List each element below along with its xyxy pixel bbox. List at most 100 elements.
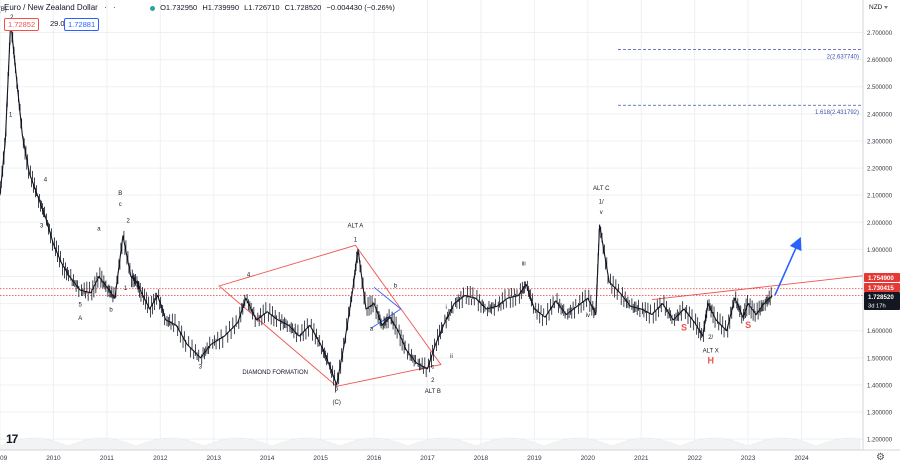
x-tick-label: 2024 bbox=[794, 455, 809, 462]
price-tag bbox=[864, 273, 900, 282]
wave-label: ALT B bbox=[425, 389, 441, 395]
wave-label: 2 bbox=[431, 378, 435, 384]
open-value: O1.732950 bbox=[160, 3, 198, 12]
price-axis-panel bbox=[863, 0, 900, 465]
wave-label: 3 bbox=[40, 224, 44, 230]
low-value: L1.726710 bbox=[244, 3, 280, 12]
wave-label: ALT A bbox=[348, 224, 364, 230]
currency-dropdown[interactable]: NZD bbox=[869, 4, 888, 11]
x-tick-label: 2015 bbox=[313, 455, 328, 462]
wave-label: 3 bbox=[199, 365, 203, 371]
wave-label: DIAMOND FORMATION bbox=[242, 370, 308, 376]
sell-button[interactable]: 1.72852 bbox=[4, 18, 40, 31]
close-value: C1.728520 bbox=[284, 3, 322, 12]
price-tag-label: 1.754900 bbox=[868, 275, 894, 282]
price-tag-label: 1.730415 bbox=[868, 285, 894, 292]
wave-label: a bbox=[370, 327, 374, 333]
wave-label: 2 bbox=[127, 218, 131, 224]
x-tick-label: 2019 bbox=[527, 455, 542, 462]
wave-label: (B) bbox=[0, 7, 7, 13]
wave-label: a bbox=[97, 226, 101, 232]
wave-label: c bbox=[119, 202, 122, 208]
diamond-formation bbox=[218, 244, 442, 387]
x-tick-label: 2017 bbox=[420, 455, 435, 462]
price-tag bbox=[864, 292, 900, 310]
countdown-label: 3d 17h bbox=[868, 304, 886, 310]
y-tick-label: 1.600000 bbox=[867, 329, 893, 335]
drawing-shapes: 2(2.637740) 1.618(2.431792) bbox=[0, 49, 864, 387]
x-tick-label: 2016 bbox=[367, 455, 382, 462]
y-tick-label: 1.200000 bbox=[867, 438, 893, 444]
forecast-arrow bbox=[774, 236, 802, 296]
wave-label: 1 bbox=[124, 286, 128, 292]
x-tick-label: 2021 bbox=[634, 455, 649, 462]
separator-dot: · bbox=[104, 3, 107, 12]
fib-level-label: 1.618(2.431792) bbox=[815, 110, 859, 116]
price-tag bbox=[864, 283, 900, 292]
wave-label: b bbox=[394, 283, 398, 289]
price-tag-label: 1.728520 bbox=[868, 294, 894, 301]
x-tick-label: 2013 bbox=[207, 455, 222, 462]
gear-icon[interactable]: ⚙ bbox=[876, 452, 885, 463]
symbol-title[interactable]: Euro / New Zealand Dollar · · bbox=[4, 3, 120, 12]
wave-label: (C) bbox=[333, 400, 341, 406]
y-tick-label: 1.400000 bbox=[867, 383, 893, 389]
wave-label: ii bbox=[450, 354, 453, 360]
wave-label: 1/ bbox=[599, 199, 604, 205]
wave-label: i bbox=[446, 305, 447, 311]
wave-label: A bbox=[78, 316, 82, 322]
wave-label: 4 bbox=[247, 273, 251, 279]
x-tick-label: 2011 bbox=[100, 455, 114, 462]
y-tick-label: 1.300000 bbox=[867, 411, 893, 417]
x-tick-label: 2020 bbox=[581, 455, 596, 462]
wave-label: iv bbox=[586, 313, 590, 319]
y-tick-label: 2.000000 bbox=[867, 221, 893, 227]
x-tick-label: 2009 bbox=[0, 455, 8, 462]
wave-label: b bbox=[109, 308, 113, 314]
wave-label: c bbox=[431, 365, 434, 371]
wave-label: 1 bbox=[9, 113, 13, 119]
high-value: H1.739990 bbox=[202, 3, 240, 12]
market-status-icon bbox=[150, 5, 155, 11]
ohlc-legend: O1.732950 H1.739990 L1.726710 C1.728520 … bbox=[150, 3, 398, 12]
wave-label: 1 bbox=[354, 237, 358, 243]
separator-dot: · bbox=[112, 3, 116, 12]
wave-label: iii bbox=[522, 262, 526, 268]
spread-value: 29.0 bbox=[50, 19, 65, 28]
wave-label: 2/ bbox=[708, 335, 713, 341]
x-tick-label: 2012 bbox=[153, 455, 168, 462]
wave-label: ALT C bbox=[593, 186, 610, 192]
x-tick-label: 2010 bbox=[46, 455, 61, 462]
y-tick-label: 2.100000 bbox=[867, 194, 893, 200]
wave-label: 4 bbox=[44, 178, 48, 184]
x-tick-label: 2023 bbox=[741, 455, 756, 462]
wave-label: S bbox=[681, 323, 687, 333]
y-tick-label: 2.500000 bbox=[867, 85, 893, 91]
wave-label: S bbox=[745, 320, 751, 330]
y-tick-label: 2.300000 bbox=[867, 139, 893, 145]
buy-button[interactable]: 1.72881 bbox=[64, 18, 100, 31]
y-tick-label: 2.600000 bbox=[867, 58, 893, 64]
symbol-name: Euro / New Zealand Dollar bbox=[4, 3, 98, 12]
session-background bbox=[0, 437, 861, 451]
x-tick-label: 2018 bbox=[474, 455, 489, 462]
wave-label: H bbox=[707, 355, 714, 365]
wave-label: 5 bbox=[79, 302, 83, 308]
x-tick-label: 2022 bbox=[687, 455, 702, 462]
y-tick-label: 1.500000 bbox=[867, 356, 893, 362]
wave-label: v bbox=[600, 210, 603, 216]
price-series bbox=[0, 17, 773, 393]
x-tick-label: 2014 bbox=[260, 455, 275, 462]
y-tick-label: 1.900000 bbox=[867, 248, 893, 254]
wave-annotations: (B) 2 1 4 3 Bc a 2 1 5 Ab 3 4 ALT A 1 b a DIAMOND FORMATI… bbox=[0, 7, 751, 406]
change-value: −0.004430 (−0.26%) bbox=[326, 3, 395, 12]
fib-level-label: 2(2.637740) bbox=[827, 54, 859, 60]
tradingview-logo-icon[interactable]: 17 bbox=[6, 432, 18, 446]
wave-label: 5 bbox=[335, 386, 339, 392]
wave-label: ALT X bbox=[703, 348, 719, 354]
y-tick-label: 2.400000 bbox=[867, 112, 893, 118]
y-tick-label: 2.200000 bbox=[867, 167, 893, 173]
